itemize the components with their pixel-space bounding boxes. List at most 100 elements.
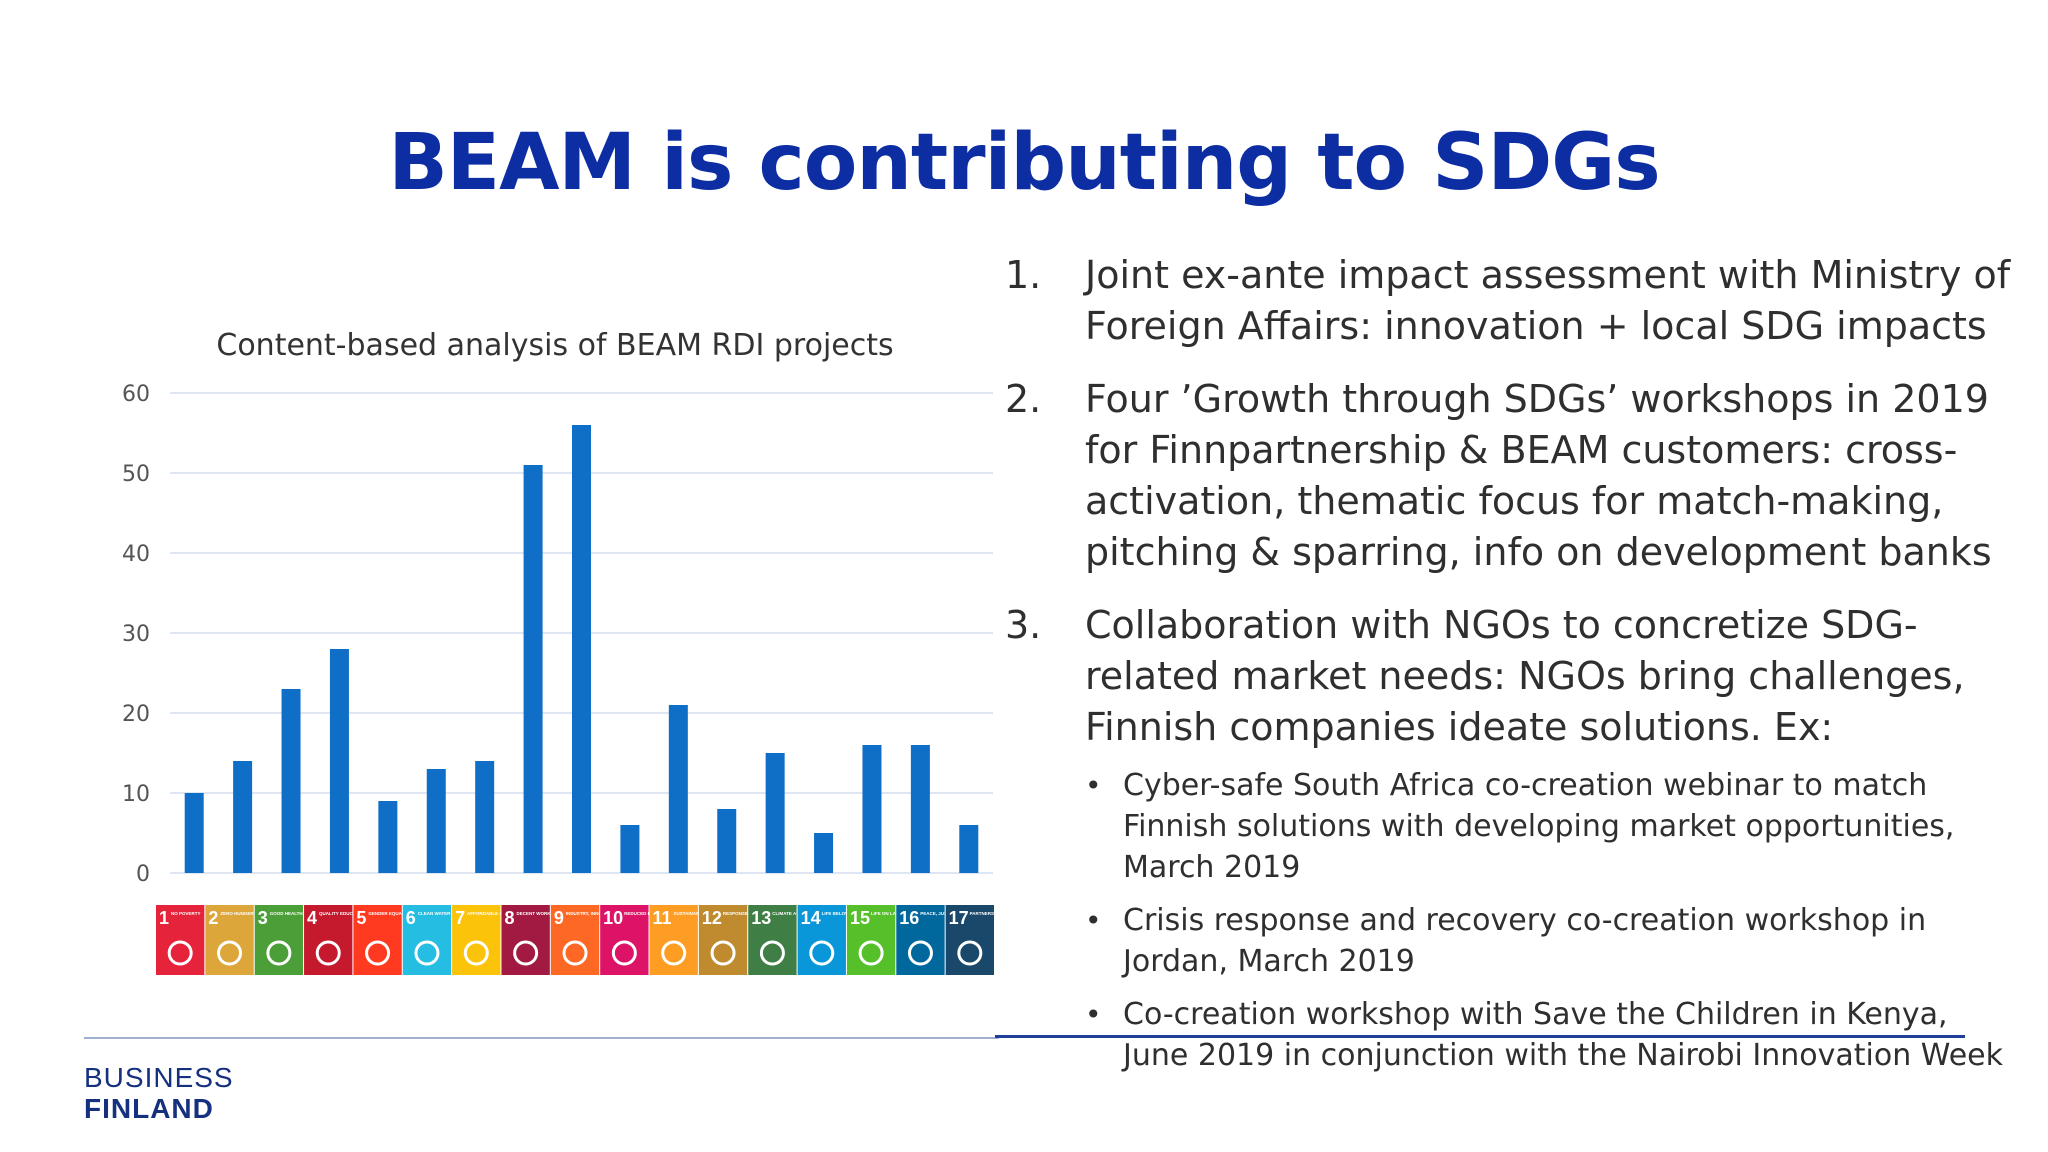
logo-line-business: BUSINESS — [84, 1062, 234, 1093]
y-tick-label: 60 — [122, 382, 150, 407]
sdg-icon-number: 16 — [899, 908, 919, 928]
footer-divider — [84, 1037, 999, 1039]
y-tick-label: 40 — [122, 542, 150, 567]
bar — [475, 761, 495, 873]
bullet-text: Crisis response and recovery co-creation… — [1123, 903, 1927, 979]
footer-divider-accent — [995, 1035, 1965, 1038]
y-tick-label: 50 — [122, 462, 150, 487]
sdg-icon-number: 12 — [702, 908, 722, 928]
sdg-icon-name: LIFE BELOW WATER — [822, 911, 868, 916]
bar — [523, 465, 543, 873]
sdg-icon-number: 1 — [159, 908, 169, 928]
sdg-symbol-icon — [414, 940, 440, 966]
sdg-icon: 5 GENDER EQUALITY — [353, 905, 412, 975]
bar — [862, 745, 882, 873]
list-item-number: 1. — [1005, 253, 1042, 297]
bullet-item: • Co-creation workshop with Save the Chil… — [1085, 994, 2015, 1076]
sdg-icon-number: 3 — [258, 908, 268, 928]
sdg-symbol-icon — [710, 940, 736, 966]
bar — [959, 825, 979, 873]
bullet-text: Co-creation workshop with Save the Child… — [1123, 997, 2003, 1073]
sdg-symbol-icon — [365, 940, 391, 966]
bar — [329, 649, 349, 873]
sdg-symbol-icon — [661, 940, 687, 966]
list-item-number: 3. — [1005, 603, 1042, 647]
sdg-icon-number: 4 — [307, 908, 317, 928]
example-bullets: • Cyber-safe South Africa co-creation web… — [1085, 765, 2015, 1076]
sdg-icon-name: CLIMATE ACTION — [772, 911, 810, 916]
sdg-icon: 13 CLIMATE ACTION — [748, 905, 810, 975]
bullet-dot: • — [1085, 904, 1102, 937]
sdg-icon-name: QUALITY EDUCATION — [319, 911, 366, 916]
sdg-symbol-icon — [217, 940, 243, 966]
bar — [281, 689, 301, 873]
list-item-text: Joint ex-ante impact assessment with Min… — [1085, 253, 2011, 348]
slide-title: BEAM is contributing to SDGs — [388, 118, 1660, 208]
bullet-dot: • — [1085, 998, 1102, 1031]
sdg-symbol-icon — [907, 940, 933, 966]
sdg-icon-name: ZERO HUNGER — [220, 911, 254, 916]
sdg-icon: 2 ZERO HUNGER — [205, 905, 254, 975]
sdg-icon-number: 11 — [653, 908, 672, 928]
sdg-icon-number: 15 — [850, 908, 870, 928]
bars — [184, 425, 979, 873]
list-item: 2. Four ’Growth through SDGs’ workshops … — [1005, 374, 2015, 578]
bar — [572, 425, 591, 873]
sdg-icon-number: 7 — [455, 908, 465, 928]
sdg-symbol-icon — [611, 940, 637, 966]
sdg-symbol-icon — [759, 940, 785, 966]
chart-title: Content-based analysis of BEAM RDI proje… — [216, 328, 894, 363]
sdg-icon: 14 LIFE BELOW WATER — [797, 905, 868, 975]
sdg-icon: 4 QUALITY EDUCATION — [304, 905, 366, 975]
y-tick-label: 10 — [122, 782, 150, 807]
list-item: 1. Joint ex-ante impact assessment with … — [1005, 250, 2015, 352]
bullet-item: • Cyber-safe South Africa co-creation web… — [1085, 765, 2015, 888]
list-item: 3. Collaboration with NGOs to concretize… — [1005, 600, 2015, 1088]
sdg-icon-name: LIFE ON LAND — [871, 911, 903, 916]
sdg-symbol-icon — [858, 940, 884, 966]
bar — [910, 745, 930, 873]
text-panel: 1. Joint ex-ante impact assessment with … — [1005, 250, 2015, 1110]
sdg-icon: 15 LIFE ON LAND — [846, 905, 903, 975]
sdg-icon-number: 5 — [356, 908, 366, 928]
bullet-dot: • — [1085, 769, 1102, 802]
sdg-symbol-icon — [167, 940, 193, 966]
bar — [378, 801, 398, 873]
list-item-text: Collaboration with NGOs to concretize SD… — [1085, 603, 1965, 749]
bar — [620, 825, 640, 873]
bullet-item: • Crisis response and recovery co-creatio… — [1085, 900, 2015, 982]
sdg-icon-number: 17 — [949, 908, 969, 928]
logo-line-finland: FINLAND — [84, 1093, 214, 1124]
sdg-symbol-icon — [562, 940, 588, 966]
bar — [184, 793, 204, 873]
bar — [717, 809, 737, 873]
sdg-icon: 1 NO POVERTY — [156, 905, 205, 975]
bar — [814, 833, 834, 873]
sdg-icon-number: 13 — [751, 908, 771, 928]
sdg-icon: 17PARTNERSHIPS FOR THE GOALS — [945, 905, 1000, 975]
sdg-symbol-icon — [513, 940, 539, 966]
sdg-icon-name: GENDER EQUALITY — [368, 911, 411, 916]
sdg-icon-number: 14 — [801, 908, 821, 928]
bar — [765, 753, 785, 873]
sdg-symbol-icon — [315, 940, 341, 966]
bullet-text: Cyber-safe South Africa co-creation webi… — [1123, 768, 1955, 885]
sdg-symbol-icon — [957, 940, 983, 966]
y-tick-label: 0 — [136, 862, 150, 887]
sdg-symbol-icon — [463, 940, 489, 966]
list-item-text: Four ’Growth through SDGs’ workshops in … — [1085, 377, 1992, 574]
list-item-number: 2. — [1005, 377, 1042, 421]
bar — [426, 769, 446, 873]
y-tick-label: 30 — [122, 622, 150, 647]
sdg-icon-number: 2 — [208, 908, 218, 928]
sdg-symbol-icon — [266, 940, 292, 966]
y-axis-ticks: 0 10 20 30 40 50 60 — [122, 382, 150, 887]
bar — [668, 705, 688, 873]
sdg-icon-number: 9 — [554, 908, 564, 928]
sdg-icon-number: 6 — [406, 908, 416, 928]
